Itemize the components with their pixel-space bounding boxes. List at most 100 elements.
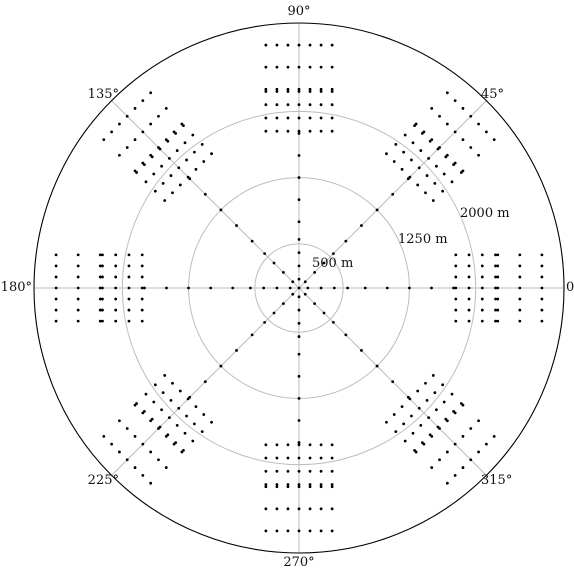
data-point-center [297, 286, 301, 290]
data-point-block-90-2000 [264, 103, 268, 107]
data-point-spoke-45-1250 [375, 208, 379, 212]
data-point-block-45-2500 [492, 138, 496, 142]
data-point-block-90-2000 [308, 103, 312, 107]
data-point-block-0-2000 [467, 308, 471, 312]
data-point-block-135-2000 [185, 158, 188, 162]
data-point-block-270-2000 [264, 456, 268, 460]
data-point-spoke-225-750 [250, 333, 254, 337]
data-point-block-180-2000 [140, 297, 144, 301]
radius-label-500: 500 m [312, 256, 353, 271]
data-point-block-0-2000 [494, 253, 497, 257]
data-point-block-135-2500 [149, 91, 153, 95]
data-point-block-180-2000 [127, 253, 131, 257]
data-point-block-225-2000 [161, 391, 165, 395]
data-point-block-135-2500 [149, 122, 153, 126]
data-point-block-90-2000 [286, 90, 290, 93]
data-point-block-90-2000 [297, 116, 301, 120]
data-point-block-315-2000 [419, 424, 423, 427]
data-point-block-180-2000 [140, 319, 144, 323]
data-point-block-135-2000 [200, 142, 204, 146]
data-point-block-0-2000 [494, 308, 497, 312]
data-point-block-225-2500 [133, 403, 137, 407]
data-point-spoke-225-550 [263, 320, 267, 324]
data-point-block-270-2500 [308, 485, 312, 489]
data-point-block-90-2500 [286, 43, 290, 47]
data-point-block-90-2000 [319, 90, 323, 93]
data-point-block-0-2000 [480, 275, 484, 279]
data-point-block-180-2000 [114, 297, 118, 301]
data-point-block-90-2500 [264, 65, 268, 69]
data-point-block-0-2500 [518, 264, 522, 268]
data-point-block-0-2500 [540, 253, 544, 257]
data-point-block-180-2000 [101, 308, 104, 312]
data-point-block-0-2500 [496, 275, 500, 279]
data-point-block-225-2500 [125, 458, 129, 462]
data-point-block-135-2000 [183, 141, 187, 145]
data-point-block-0-2000 [467, 319, 471, 323]
data-point-block-225-2500 [157, 427, 160, 430]
data-point-block-0-2000 [454, 297, 458, 301]
data-point-block-315-2000 [442, 400, 446, 404]
data-point-block-270-2500 [286, 485, 290, 489]
data-point-spoke-45-250 [313, 270, 317, 274]
data-point-spoke-135-750 [250, 239, 254, 243]
data-point-spoke-180-1500 [165, 286, 168, 290]
data-point-block-0-2500 [496, 308, 500, 312]
data-point-block-315-2000 [408, 397, 412, 401]
data-point-block-270-2000 [264, 443, 268, 447]
data-point-block-180-2500 [76, 286, 80, 290]
data-point-block-270-2000 [297, 443, 301, 447]
data-point-block-180-2000 [101, 253, 104, 257]
data-point-block-135-2500 [118, 153, 121, 157]
angle-label-0: 0 [566, 280, 574, 295]
data-point-block-270-2500 [297, 529, 301, 533]
data-point-block-180-2000 [140, 253, 144, 257]
data-point-block-315-2500 [461, 466, 465, 469]
data-point-block-180-2500 [54, 253, 58, 257]
data-point-block-270-2000 [297, 483, 301, 486]
data-point-block-0-2500 [540, 275, 544, 279]
data-point-block-135-2500 [125, 146, 129, 149]
data-point-block-225-2500 [133, 466, 137, 469]
data-point-block-315-2000 [400, 405, 404, 409]
data-point-block-45-2500 [453, 99, 457, 103]
data-point-block-270-2000 [308, 483, 312, 486]
data-point-block-90-2500 [275, 87, 279, 91]
data-point-block-45-2000 [416, 183, 420, 187]
data-point-block-225-2500 [149, 481, 153, 485]
data-point-block-135-2500 [149, 153, 153, 157]
data-point-block-180-2500 [54, 286, 58, 290]
data-point-block-270-2000 [286, 469, 290, 473]
data-point-block-0-2000 [454, 264, 458, 268]
data-point-block-270-2500 [319, 529, 323, 533]
data-point-block-315-2500 [445, 450, 449, 454]
data-point-block-180-2000 [114, 253, 118, 257]
data-point-block-315-2000 [424, 381, 427, 385]
data-point-block-0-2000 [454, 319, 458, 323]
data-point-spoke-180-400 [262, 286, 266, 290]
data-point-block-180-2500 [98, 319, 102, 323]
data-point-block-0-2500 [540, 297, 544, 301]
data-point-block-270-2000 [264, 483, 268, 486]
data-point-block-315-2000 [411, 431, 415, 435]
data-point-block-225-2500 [125, 427, 129, 430]
data-point-block-135-2000 [178, 183, 182, 187]
data-point-block-225-2500 [172, 442, 176, 446]
data-point-block-45-2500 [484, 130, 488, 134]
data-point-block-315-2500 [445, 419, 449, 423]
data-point-block-0-2000 [467, 275, 471, 279]
data-point-block-225-2000 [144, 392, 148, 396]
data-point-block-0-2500 [496, 297, 500, 301]
data-point-block-270-2000 [297, 469, 301, 473]
data-point-block-270-2000 [330, 469, 334, 473]
data-point-block-180-2000 [114, 308, 118, 312]
data-point-spoke-270-1500 [297, 419, 301, 422]
data-point-block-180-2000 [114, 319, 118, 323]
data-point-block-0-2500 [496, 253, 500, 257]
data-point-block-180-2000 [127, 308, 131, 312]
data-point-spoke-180-550 [249, 286, 252, 290]
data-point-block-45-2000 [442, 172, 446, 176]
data-point-block-315-2000 [433, 391, 437, 395]
data-point-block-45-2000 [417, 166, 421, 170]
data-point-block-180-2000 [101, 319, 104, 323]
